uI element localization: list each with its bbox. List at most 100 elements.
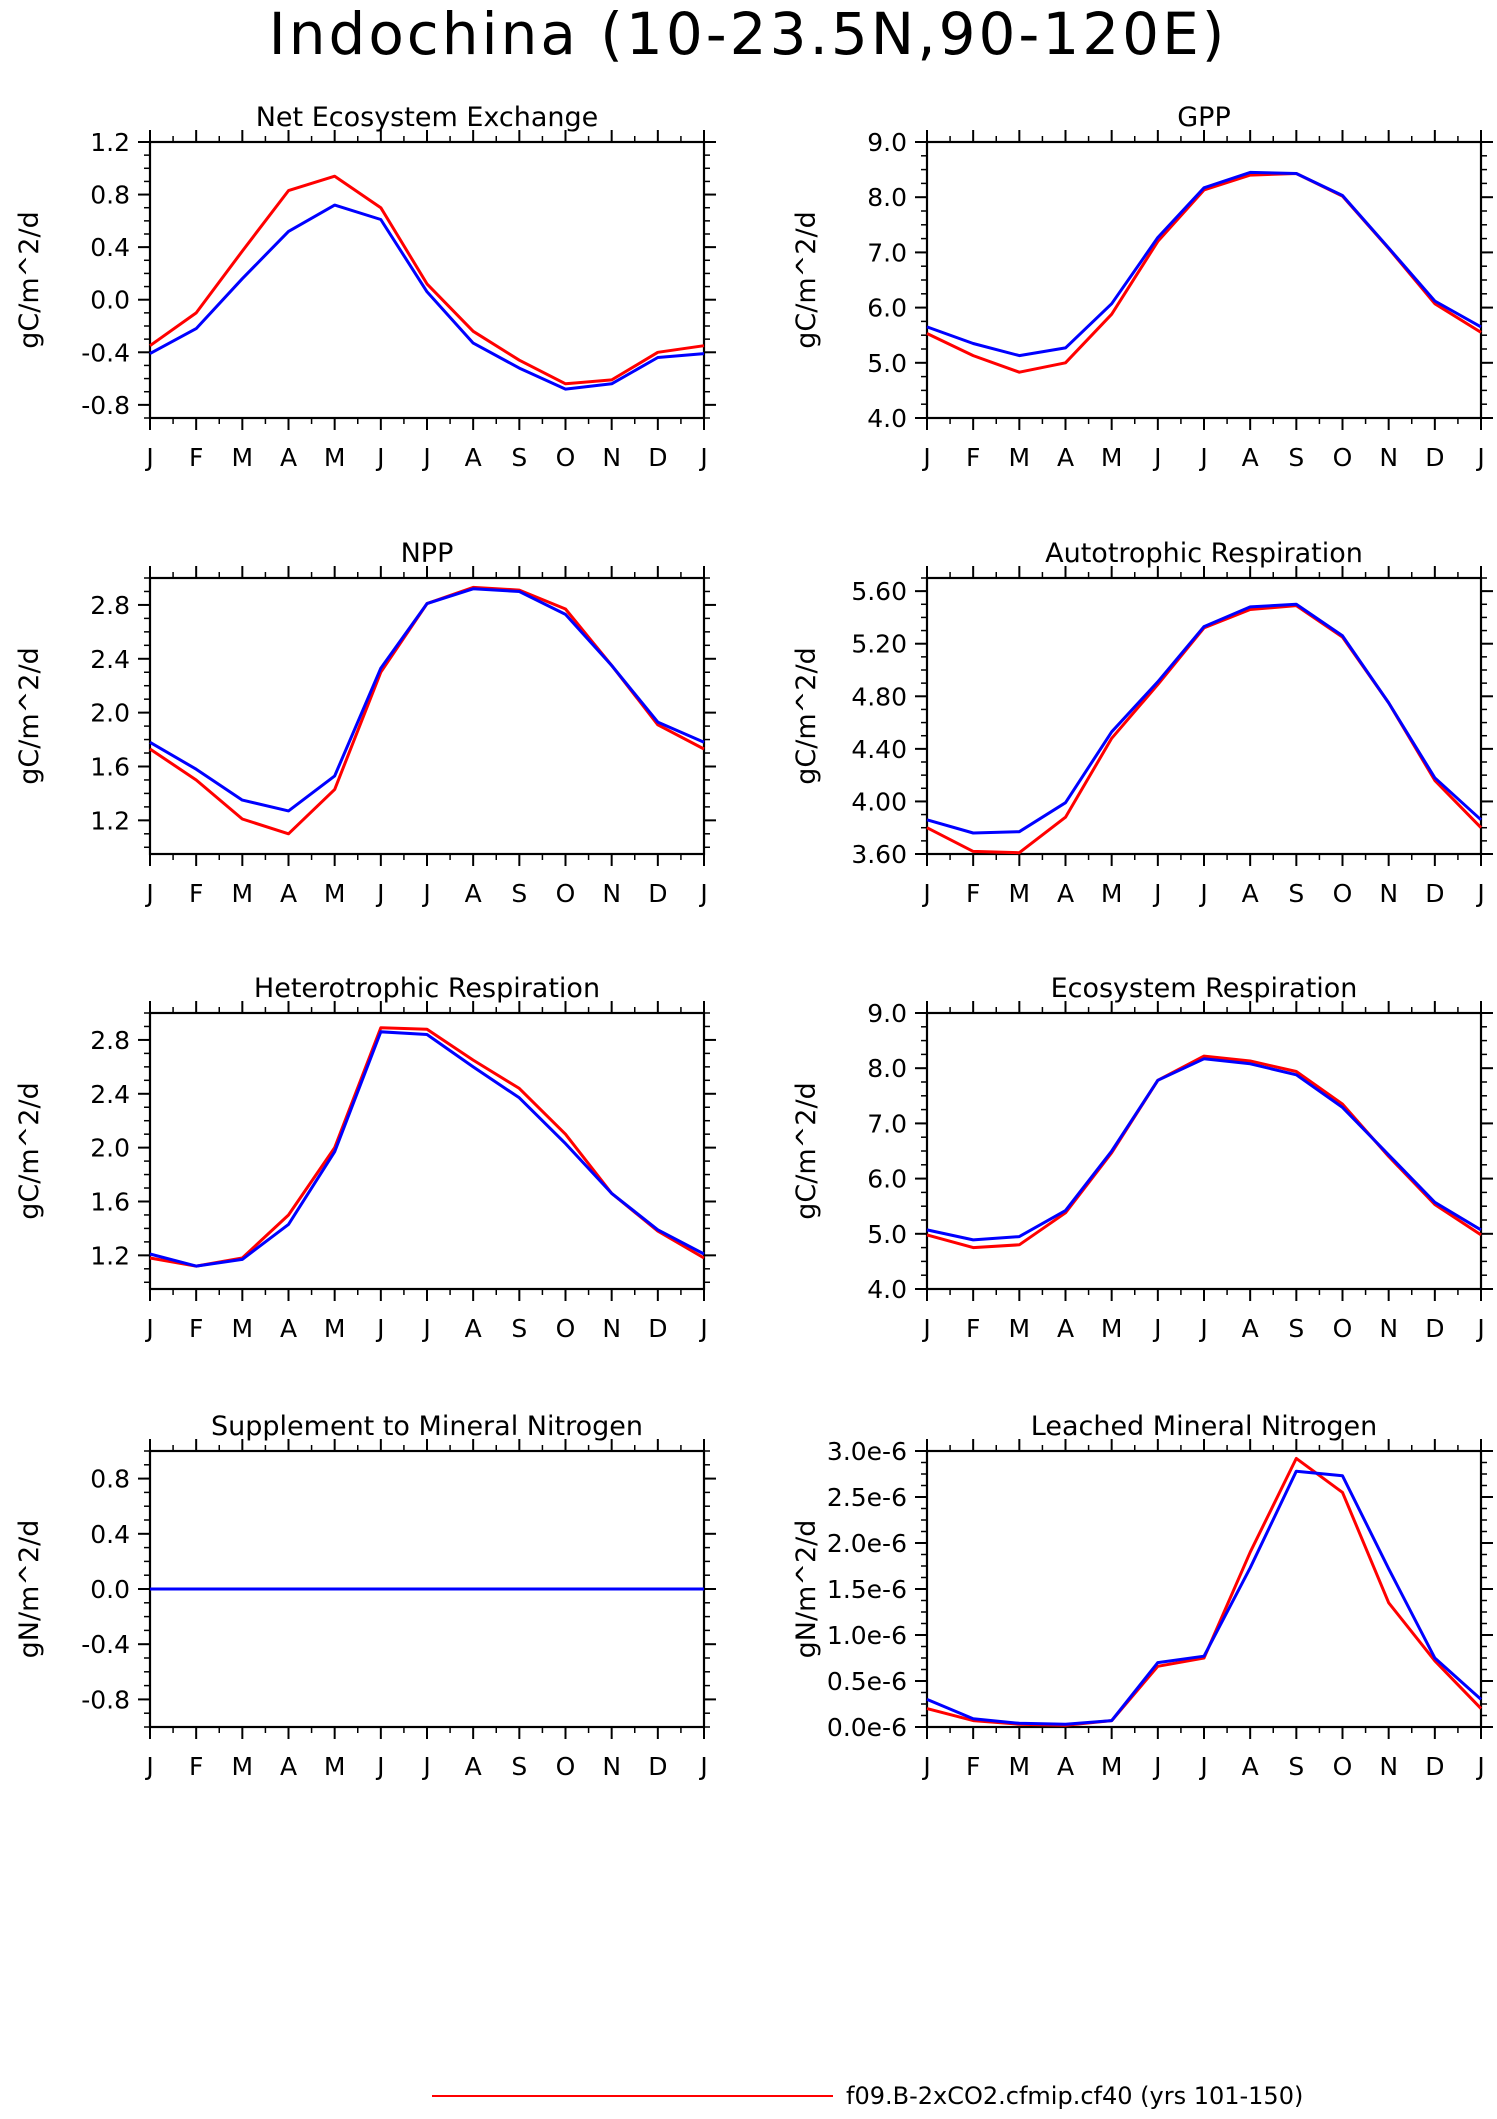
panel-title: Ecosystem Respiration — [1051, 973, 1358, 1004]
y-tick-label: 0.8 — [90, 1465, 130, 1494]
x-tick-label: A — [280, 879, 297, 908]
x-tick-label: J — [1198, 1314, 1207, 1343]
x-tick-label: S — [1288, 443, 1304, 472]
x-tick-label: J — [421, 879, 430, 908]
y-tick-label: 0.0e-6 — [827, 1713, 907, 1742]
x-tick-label: M — [1101, 1314, 1123, 1343]
plot-frame — [925, 140, 1483, 420]
x-tick-label: M — [1009, 1752, 1031, 1781]
x-tick-label: J — [921, 879, 930, 908]
plot-frame — [925, 1011, 1483, 1291]
series-line-red — [926, 172, 1482, 374]
y-tick-label: 2.4 — [90, 1080, 130, 1109]
x-tick-label: O — [1333, 1752, 1353, 1781]
x-tick-label: A — [1242, 1314, 1259, 1343]
x-tick-label: S — [1288, 1314, 1304, 1343]
x-tick-label: A — [1057, 1314, 1074, 1343]
x-tick-label: S — [511, 443, 527, 472]
y-axis-label: gC/m^2/d — [791, 1082, 822, 1219]
x-tick-label: J — [421, 1314, 430, 1343]
y-tick-label: 4.80 — [851, 682, 907, 711]
x-tick-label: D — [648, 1752, 667, 1781]
y-tick-label: -0.8 — [81, 391, 130, 420]
x-tick-label: F — [189, 443, 203, 472]
x-tick-label: J — [375, 443, 384, 472]
y-tick-label: 0.0 — [90, 286, 130, 315]
y-tick-label: 1.6 — [90, 1187, 130, 1216]
panel-title: GPP — [1177, 102, 1231, 133]
y-axis-label: gC/m^2/d — [14, 211, 45, 348]
series-line-blue — [926, 1057, 1482, 1242]
x-tick-label: A — [465, 1314, 482, 1343]
x-tick-label: J — [1152, 443, 1161, 472]
x-tick-label: N — [602, 1314, 621, 1343]
x-tick-label: J — [144, 1752, 153, 1781]
y-tick-label: 0.8 — [90, 181, 130, 210]
y-tick-label: 1.0e-6 — [827, 1621, 907, 1650]
x-tick-label: O — [556, 443, 576, 472]
x-tick-label: D — [1425, 1752, 1444, 1781]
x-tick-label: M — [232, 443, 254, 472]
x-tick-label: O — [1333, 1314, 1353, 1343]
y-tick-label: 1.2 — [90, 128, 130, 157]
x-tick-label: M — [232, 1314, 254, 1343]
x-tick-label: J — [144, 1314, 153, 1343]
x-tick-label: J — [698, 1314, 707, 1343]
y-tick-label: 1.2 — [90, 1241, 130, 1270]
y-tick-label: -0.8 — [81, 1685, 130, 1714]
y-tick-label: 9.0 — [867, 128, 907, 157]
x-tick-label: M — [232, 1752, 254, 1781]
x-tick-label: F — [966, 1752, 980, 1781]
x-tick-label: J — [1152, 879, 1161, 908]
x-tick-label: J — [1198, 443, 1207, 472]
y-tick-label: 5.0 — [867, 1220, 907, 1249]
series-line-red — [926, 1054, 1482, 1250]
x-tick-label: J — [375, 1752, 384, 1781]
panel-title: Autotrophic Respiration — [1045, 538, 1363, 569]
series-line-red — [149, 1026, 705, 1268]
x-tick-label: S — [1288, 1752, 1304, 1781]
x-tick-label: J — [421, 1752, 430, 1781]
x-tick-label: S — [511, 1752, 527, 1781]
x-tick-label: J — [1152, 1314, 1161, 1343]
y-axis-label: gC/m^2/d — [14, 647, 45, 784]
x-tick-label: M — [324, 879, 346, 908]
x-tick-label: A — [280, 1314, 297, 1343]
x-tick-label: D — [1425, 1314, 1444, 1343]
x-tick-label: J — [1198, 1752, 1207, 1781]
x-tick-label: A — [280, 443, 297, 472]
series-line-blue — [926, 170, 1482, 358]
x-tick-label: M — [324, 443, 346, 472]
x-tick-label: N — [1379, 879, 1398, 908]
x-tick-label: J — [921, 1314, 930, 1343]
x-tick-label: J — [698, 879, 707, 908]
y-axis-label: gC/m^2/d — [791, 211, 822, 348]
x-tick-label: M — [232, 879, 254, 908]
x-tick-label: S — [511, 1314, 527, 1343]
plot-frame — [148, 1011, 706, 1291]
y-tick-label: 2.0 — [90, 1134, 130, 1163]
x-tick-label: F — [966, 879, 980, 908]
x-tick-label: J — [921, 1752, 930, 1781]
y-tick-label: -0.4 — [81, 1630, 130, 1659]
y-tick-label: 2.0 — [90, 699, 130, 728]
x-tick-label: J — [1152, 1752, 1161, 1781]
y-tick-label: 7.0 — [867, 238, 907, 267]
x-tick-label: A — [1242, 879, 1259, 908]
y-tick-label: 2.0e-6 — [827, 1529, 907, 1558]
series-line-red — [149, 174, 705, 386]
y-axis-label: gC/m^2/d — [14, 1082, 45, 1219]
y-tick-label: -0.4 — [81, 338, 130, 367]
x-tick-label: O — [556, 1314, 576, 1343]
y-tick-label: 5.60 — [851, 577, 907, 606]
y-tick-label: 5.20 — [851, 630, 907, 659]
x-tick-label: J — [1475, 443, 1484, 472]
x-tick-label: A — [280, 1752, 297, 1781]
x-tick-label: F — [966, 1314, 980, 1343]
y-tick-label: 4.00 — [851, 787, 907, 816]
